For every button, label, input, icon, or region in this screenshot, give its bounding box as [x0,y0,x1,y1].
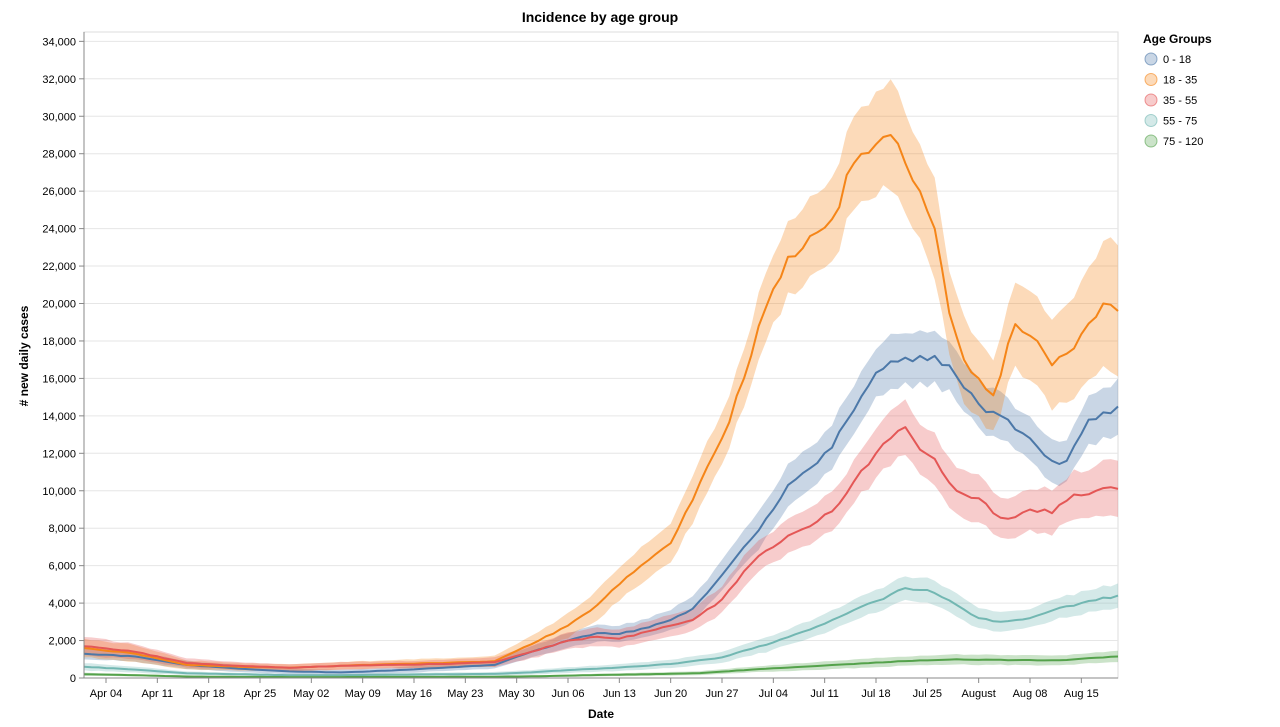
legend-swatch [1144,114,1158,127]
x-tick-label: May 16 [396,688,432,700]
series-line-35-55 [83,426,1119,669]
gridlines [83,31,1119,679]
y-tick-label: 34,000 [42,36,76,48]
y-tick-label: 24,000 [42,224,76,236]
legend-swatch [1144,52,1158,66]
legend-label: 55 - 75 [1163,116,1197,128]
series-line-75-120 [83,655,1119,679]
x-tick-label: Jul 25 [913,688,942,700]
x-tick-label: August [962,688,996,700]
series-line-55-75 [83,587,1119,677]
axes: 0 2,000 4,000 6,000 8,000 10,000 12,000 14,000 1… [42,32,1118,700]
y-tick-label: 8,000 [48,523,76,535]
y-tick-label: 30,000 [42,111,76,123]
y-tick-label: 22,000 [42,261,76,273]
x-tick-label: Aug 08 [1013,688,1048,700]
x-tick-label: May 30 [499,688,535,700]
legend: Age Groups 0 - 18 18 - 35 35 - 55 55 - 75 75… [1143,32,1212,148]
legend-label: 75 - 120 [1163,136,1203,148]
x-tick-label: May 02 [293,688,329,700]
y-tick-label: 4,000 [48,598,76,610]
y-tick-label: 20,000 [42,299,76,311]
x-tick-label: Apr 18 [192,688,224,700]
confidence-bands [84,79,1118,678]
y-tick-label: 2,000 [48,636,76,648]
x-tick-label: Jun 27 [705,688,738,700]
legend-label: 35 - 55 [1163,95,1197,107]
y-tick-label: 6,000 [48,561,76,573]
y-tick-label: 0 [70,673,76,685]
y-tick-label: 10,000 [42,486,76,498]
y-tick-label: 18,000 [42,336,76,348]
legend-swatch [1144,73,1158,86]
legend-swatch [1144,93,1158,107]
y-tick-label: 12,000 [42,448,76,460]
y-tick-label: 16,000 [42,373,76,385]
x-tick-label: Jun 06 [551,688,584,700]
x-tick-label: Aug 15 [1064,688,1099,700]
confidence-band-75-120 [84,650,1118,678]
y-tick-label: 14,000 [42,411,76,423]
legend-label: 0 - 18 [1163,54,1191,66]
y-tick-label: 32,000 [42,74,76,86]
x-tick-label: Jun 20 [654,688,687,700]
confidence-band-0-18 [84,330,1118,676]
x-tick-label: May 09 [345,688,381,700]
chart-title: Incidence by age group [522,9,678,25]
x-tick-label: Apr 11 [142,688,174,700]
confidence-band-55-75 [84,576,1118,677]
legend-title: Age Groups [1143,32,1212,46]
x-tick-label: May 23 [447,688,483,700]
series-line-0-18 [83,354,1119,674]
x-axis-title: Date [588,707,614,721]
legend-swatch [1144,134,1158,148]
confidence-band-18-35 [84,79,1118,672]
legend-label: 18 - 35 [1163,75,1197,87]
y-axis-title: # new daily cases [17,305,31,406]
x-tick-label: Apr 25 [244,688,276,700]
x-tick-label: Jul 11 [810,688,839,700]
confidence-band-35-55 [84,399,1118,672]
series-lines [83,134,1119,679]
x-tick-label: Jul 04 [759,688,788,700]
x-tick-label: Apr 04 [90,688,122,700]
x-tick-label: Jun 13 [603,688,636,700]
y-tick-label: 26,000 [42,186,76,198]
y-tick-label: 28,000 [42,149,76,161]
x-tick-label: Jul 18 [861,688,890,700]
